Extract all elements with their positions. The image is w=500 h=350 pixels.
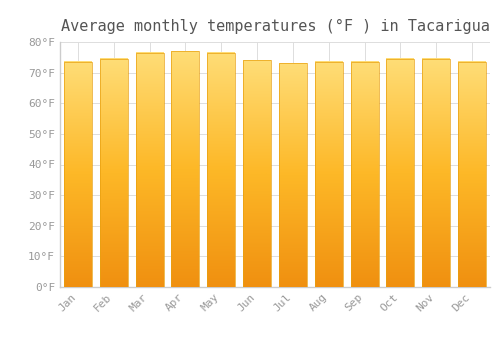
Bar	[64, 62, 92, 287]
Bar	[422, 59, 450, 287]
Bar	[208, 53, 235, 287]
Title: Average monthly temperatures (°F ) in Tacarigua: Average monthly temperatures (°F ) in Ta…	[60, 19, 490, 34]
Bar	[136, 53, 164, 287]
Bar	[350, 62, 378, 287]
Bar	[386, 59, 414, 287]
Bar	[100, 59, 128, 287]
Bar	[279, 63, 307, 287]
Bar	[243, 60, 271, 287]
Bar	[315, 62, 342, 287]
Bar	[458, 62, 486, 287]
Bar	[172, 51, 200, 287]
